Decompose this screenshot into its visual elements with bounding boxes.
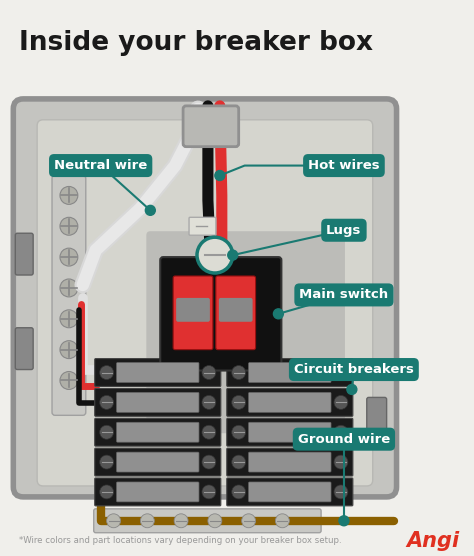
- FancyBboxPatch shape: [117, 393, 199, 413]
- Circle shape: [60, 248, 78, 266]
- FancyBboxPatch shape: [95, 448, 221, 476]
- FancyBboxPatch shape: [249, 422, 331, 442]
- FancyBboxPatch shape: [249, 482, 331, 502]
- FancyBboxPatch shape: [117, 363, 199, 383]
- Circle shape: [334, 485, 348, 499]
- Circle shape: [339, 516, 349, 526]
- FancyBboxPatch shape: [189, 217, 216, 235]
- Text: Lugs: Lugs: [326, 224, 362, 237]
- FancyBboxPatch shape: [173, 276, 213, 350]
- FancyBboxPatch shape: [15, 233, 33, 275]
- FancyBboxPatch shape: [15, 327, 33, 370]
- Circle shape: [60, 371, 78, 389]
- Circle shape: [146, 205, 155, 215]
- Circle shape: [275, 514, 289, 528]
- Circle shape: [232, 425, 246, 439]
- FancyBboxPatch shape: [146, 231, 345, 433]
- FancyBboxPatch shape: [95, 389, 221, 416]
- FancyBboxPatch shape: [216, 276, 255, 350]
- FancyBboxPatch shape: [249, 393, 331, 413]
- FancyBboxPatch shape: [13, 99, 397, 497]
- Circle shape: [60, 341, 78, 359]
- Circle shape: [232, 455, 246, 469]
- FancyBboxPatch shape: [227, 418, 353, 446]
- FancyBboxPatch shape: [183, 106, 239, 147]
- Circle shape: [140, 514, 155, 528]
- Text: Ground wire: Ground wire: [298, 433, 390, 446]
- Circle shape: [197, 237, 233, 273]
- Text: Neutral wire: Neutral wire: [54, 159, 147, 172]
- FancyBboxPatch shape: [249, 452, 331, 472]
- Circle shape: [242, 514, 255, 528]
- Circle shape: [202, 455, 216, 469]
- Circle shape: [202, 395, 216, 409]
- Circle shape: [334, 425, 348, 439]
- Circle shape: [60, 217, 78, 235]
- FancyBboxPatch shape: [227, 389, 353, 416]
- Circle shape: [202, 365, 216, 380]
- Circle shape: [60, 310, 78, 327]
- FancyBboxPatch shape: [227, 448, 353, 476]
- FancyBboxPatch shape: [176, 298, 210, 322]
- FancyBboxPatch shape: [249, 363, 331, 383]
- Circle shape: [215, 171, 225, 181]
- FancyBboxPatch shape: [117, 422, 199, 442]
- FancyBboxPatch shape: [52, 176, 86, 415]
- Circle shape: [100, 425, 114, 439]
- FancyBboxPatch shape: [117, 482, 199, 502]
- FancyBboxPatch shape: [227, 359, 353, 386]
- Circle shape: [228, 250, 237, 260]
- FancyBboxPatch shape: [95, 418, 221, 446]
- Circle shape: [208, 514, 222, 528]
- Circle shape: [202, 485, 216, 499]
- Circle shape: [232, 485, 246, 499]
- Circle shape: [60, 279, 78, 297]
- FancyBboxPatch shape: [37, 120, 373, 486]
- Circle shape: [347, 384, 357, 394]
- FancyBboxPatch shape: [227, 478, 353, 506]
- Circle shape: [107, 514, 120, 528]
- Text: *Wire colors and part locations vary depending on your breaker box setup.: *Wire colors and part locations vary dep…: [19, 536, 342, 545]
- Circle shape: [232, 395, 246, 409]
- FancyBboxPatch shape: [219, 298, 253, 322]
- Text: Hot wires: Hot wires: [308, 159, 380, 172]
- Circle shape: [100, 455, 114, 469]
- Circle shape: [60, 186, 78, 205]
- Circle shape: [334, 455, 348, 469]
- FancyBboxPatch shape: [95, 359, 221, 386]
- Circle shape: [334, 395, 348, 409]
- Circle shape: [202, 425, 216, 439]
- Circle shape: [100, 485, 114, 499]
- FancyBboxPatch shape: [367, 398, 387, 443]
- FancyBboxPatch shape: [94, 509, 321, 533]
- Circle shape: [334, 365, 348, 380]
- Text: Circuit breakers: Circuit breakers: [294, 363, 414, 376]
- Text: Angi: Angi: [407, 530, 460, 550]
- FancyBboxPatch shape: [117, 452, 199, 472]
- Circle shape: [100, 365, 114, 380]
- Text: Inside your breaker box: Inside your breaker box: [19, 30, 373, 56]
- Text: Main switch: Main switch: [300, 289, 389, 301]
- Circle shape: [174, 514, 188, 528]
- Circle shape: [100, 395, 114, 409]
- FancyBboxPatch shape: [160, 257, 282, 370]
- FancyBboxPatch shape: [95, 478, 221, 506]
- Circle shape: [273, 309, 283, 319]
- Circle shape: [232, 365, 246, 380]
